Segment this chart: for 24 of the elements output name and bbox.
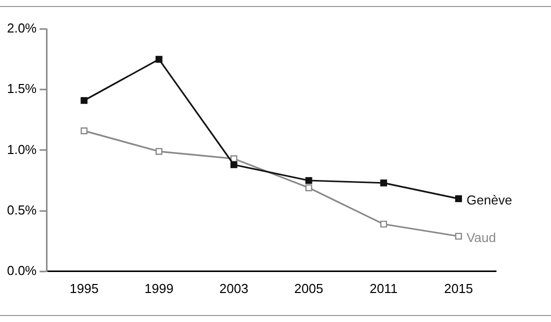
point bbox=[455, 195, 462, 202]
x-tick-label: 1999 bbox=[144, 280, 174, 296]
series-label: Genève bbox=[466, 192, 512, 208]
point bbox=[305, 184, 312, 192]
point bbox=[80, 127, 88, 134]
y-tick-label: 0.0% bbox=[6, 262, 38, 278]
point bbox=[230, 161, 238, 168]
x-tick-label: 2005 bbox=[294, 280, 324, 296]
x-tick-label: 2015 bbox=[444, 280, 474, 296]
point bbox=[380, 179, 388, 186]
point bbox=[156, 56, 162, 63]
y-tick-label: 2.0% bbox=[6, 20, 38, 36]
x-tick-label: 1995 bbox=[70, 280, 99, 296]
y-tick-label: 1.5% bbox=[6, 81, 38, 96]
x-tick-label: 2003 bbox=[219, 280, 248, 296]
y-tick-label: 0.5% bbox=[6, 202, 38, 218]
point bbox=[80, 97, 88, 104]
y-tick-label: 1.0% bbox=[6, 142, 38, 157]
point bbox=[455, 232, 462, 240]
x-tick-label: 2011 bbox=[370, 280, 398, 296]
point bbox=[305, 177, 312, 184]
point bbox=[380, 220, 388, 228]
point bbox=[156, 148, 162, 155]
series-label: Vaud bbox=[466, 230, 496, 245]
